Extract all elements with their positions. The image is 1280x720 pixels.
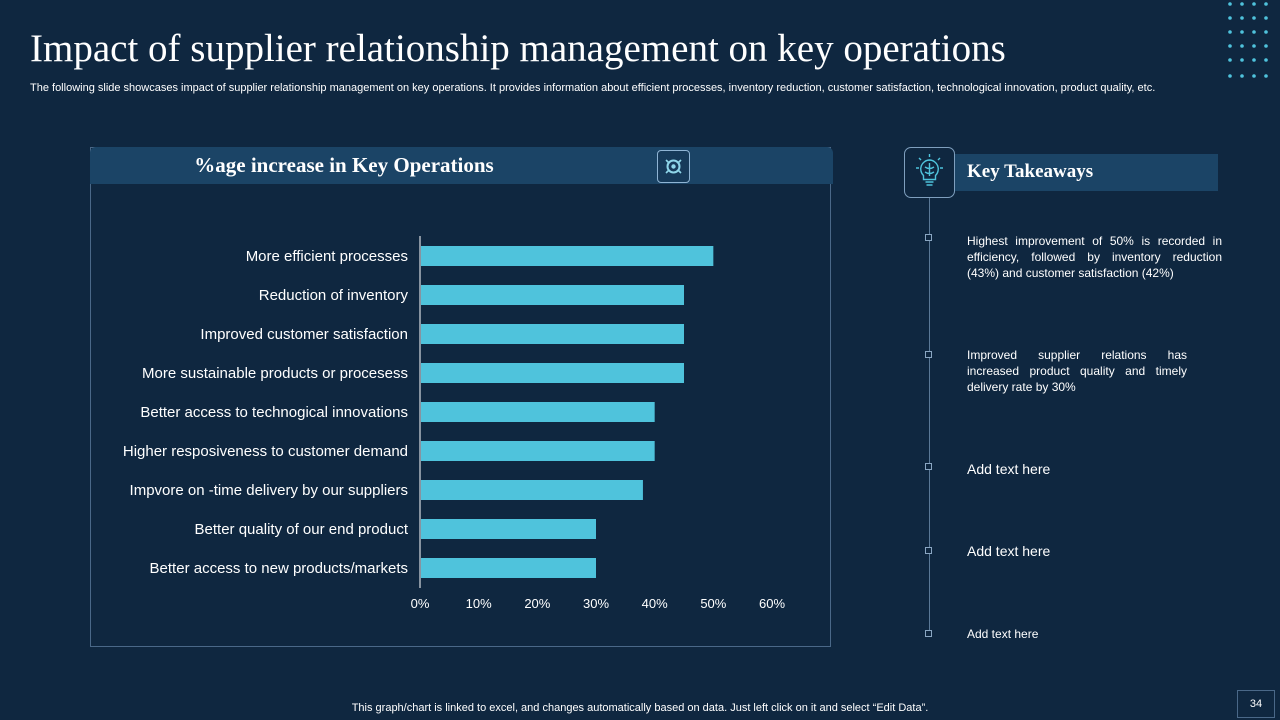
timeline-marker — [925, 234, 932, 241]
bar — [421, 519, 596, 539]
category-label: Better access to new products/markets — [150, 560, 408, 577]
bar — [421, 558, 596, 578]
bar — [421, 363, 684, 383]
bar — [421, 324, 684, 344]
timeline-marker — [925, 351, 932, 358]
slide-title: Impact of supplier relationship manageme… — [30, 27, 1006, 70]
x-tick-label: 0% — [411, 596, 430, 611]
takeaways-timeline — [929, 198, 930, 636]
category-label: Higher resposiveness to customer demand — [123, 443, 408, 460]
category-label: More efficient processes — [246, 248, 408, 265]
x-tick-label: 30% — [583, 596, 609, 611]
category-label: Reduction of inventory — [259, 287, 409, 304]
takeaway-text-1: Highest improvement of 50% is recorded i… — [967, 234, 1222, 280]
takeaway-text-4: Add text here — [967, 543, 1051, 559]
x-tick-label: 10% — [466, 596, 492, 611]
category-label: More sustainable products or procesess — [142, 365, 408, 382]
category-label: Better access to technogical innovations — [140, 404, 408, 421]
takeaway-text-3: Add text here — [967, 461, 1051, 477]
lightbulb-brain-icon — [904, 147, 955, 198]
timeline-marker — [925, 630, 932, 637]
settings-target-icon — [657, 150, 690, 183]
bar — [421, 285, 684, 305]
timeline-marker — [925, 547, 932, 554]
footer-note: This graph/chart is linked to excel, and… — [351, 702, 929, 714]
bar — [421, 480, 643, 500]
slide-subtitle: The following slide showcases impact of … — [30, 82, 1156, 94]
bar — [421, 246, 714, 266]
takeaway-text-5: Add text here — [967, 627, 1039, 641]
timeline-marker — [925, 463, 932, 470]
x-tick-label: 50% — [700, 596, 726, 611]
page-number: 34 — [1237, 690, 1275, 718]
x-tick-label: 20% — [524, 596, 550, 611]
decorative-dot-grid — [1228, 2, 1268, 78]
x-tick-label: 60% — [759, 596, 785, 611]
category-label: Improved customer satisfaction — [200, 326, 408, 343]
category-label: Better quality of our end product — [195, 521, 409, 538]
x-tick-label: 40% — [642, 596, 668, 611]
takeaways-header-bar — [952, 154, 1218, 191]
bar — [421, 441, 655, 461]
chart-header-bar — [90, 147, 833, 184]
takeaways-title: Key Takeaways — [967, 161, 1094, 182]
chart-title: %age increase in Key Operations — [194, 153, 494, 177]
category-label: Impvore on -time delivery by our supplie… — [130, 482, 408, 499]
bar — [421, 402, 655, 422]
takeaway-text-2: Improved supplier relations has increase… — [967, 348, 1187, 394]
